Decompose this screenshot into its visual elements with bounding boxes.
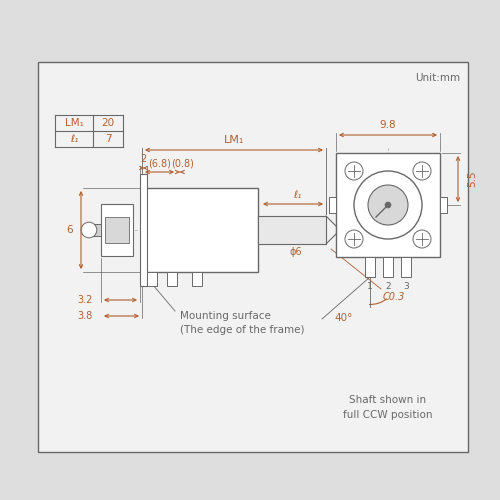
Text: 7: 7 [104, 134, 112, 144]
Bar [365, 257, 375, 277]
Text: (0.8): (0.8) [171, 158, 194, 168]
Bar [401, 257, 411, 277]
Bar [192, 272, 202, 286]
Circle shape [413, 162, 431, 180]
Bar [38, 62, 468, 452]
Text: C0.3: C0.3 [383, 292, 406, 302]
Text: Unit:mm: Unit:mm [415, 73, 460, 83]
Bar [336, 153, 440, 257]
Text: ℓ₁: ℓ₁ [70, 134, 78, 144]
Circle shape [345, 162, 363, 180]
Text: 3: 3 [403, 282, 409, 291]
Text: full CCW position: full CCW position [343, 410, 433, 420]
Bar [140, 174, 147, 286]
Text: 20: 20 [102, 118, 114, 128]
Text: 5.5: 5.5 [467, 170, 477, 188]
Circle shape [81, 222, 97, 238]
Bar [101, 204, 133, 256]
Bar [258, 216, 326, 244]
Text: 3.2: 3.2 [78, 295, 93, 305]
Circle shape [368, 185, 408, 225]
Text: (6.8): (6.8) [148, 158, 171, 168]
Circle shape [345, 230, 363, 248]
Circle shape [385, 202, 391, 208]
Bar [105, 217, 129, 243]
Bar [142, 188, 258, 272]
Text: ℓ₁: ℓ₁ [293, 190, 301, 200]
Bar [440, 197, 447, 213]
Text: 3.8: 3.8 [78, 311, 93, 321]
Bar [167, 272, 177, 286]
Circle shape [413, 230, 431, 248]
Text: Mounting surface: Mounting surface [180, 311, 271, 321]
Text: LM₁: LM₁ [224, 135, 244, 145]
Circle shape [354, 171, 422, 239]
Text: (The edge of the frame): (The edge of the frame) [180, 325, 304, 335]
Text: 9.8: 9.8 [380, 120, 396, 130]
Text: 6: 6 [66, 225, 73, 235]
Text: ϕ6: ϕ6 [289, 247, 302, 257]
Text: 1: 1 [367, 282, 373, 291]
Text: Shaft shown in: Shaft shown in [350, 395, 426, 405]
Bar [329, 197, 336, 213]
Text: 2: 2 [140, 154, 146, 164]
Text: 40°: 40° [335, 313, 353, 323]
Text: LM₁: LM₁ [64, 118, 84, 128]
Bar [89, 224, 101, 236]
Bar [383, 257, 393, 277]
Bar [147, 272, 157, 286]
Text: 2: 2 [385, 282, 391, 291]
